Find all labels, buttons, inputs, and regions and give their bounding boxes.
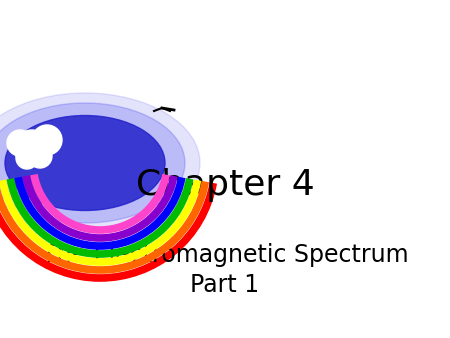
Ellipse shape bbox=[5, 116, 165, 211]
Ellipse shape bbox=[0, 103, 185, 223]
Circle shape bbox=[14, 130, 50, 166]
Circle shape bbox=[28, 144, 52, 168]
Text: Part 1: Part 1 bbox=[190, 273, 260, 297]
Circle shape bbox=[32, 125, 62, 155]
Ellipse shape bbox=[0, 93, 200, 233]
Text: Chapter 4: Chapter 4 bbox=[135, 168, 315, 202]
Text: The Electromagnetic Spectrum: The Electromagnetic Spectrum bbox=[42, 243, 408, 267]
Circle shape bbox=[16, 147, 38, 169]
Circle shape bbox=[7, 130, 33, 156]
